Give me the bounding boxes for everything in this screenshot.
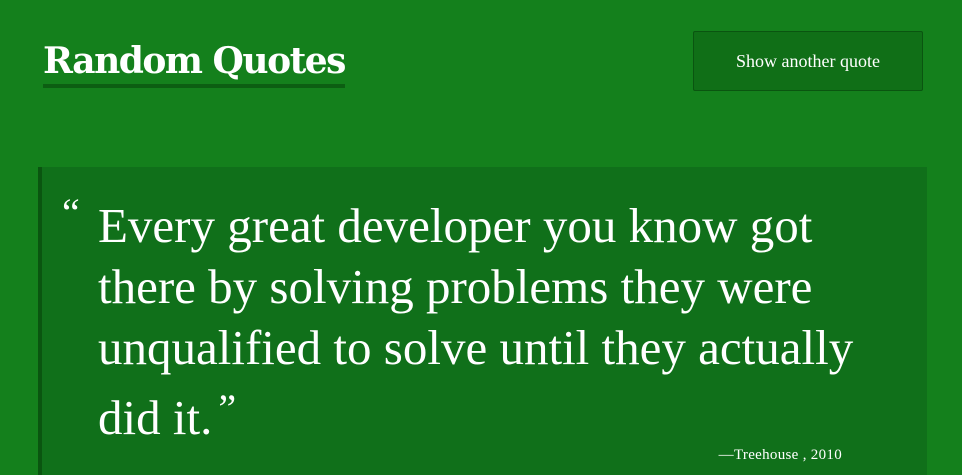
quote-text-block: Every great developer you know got there… xyxy=(98,195,918,448)
attribution-separator: , xyxy=(798,447,811,463)
open-quote-mark: “ xyxy=(62,190,80,235)
quote-attribution: —Treehouse , 2010 xyxy=(719,447,842,464)
show-another-quote-button[interactable]: Show another quote xyxy=(693,31,923,91)
attribution-dash: — xyxy=(718,447,734,463)
quote-text: Every great developer you know got there… xyxy=(98,198,854,445)
close-quote-mark: ” xyxy=(218,386,237,431)
quote-box: “ Every great developer you know got the… xyxy=(38,167,927,475)
quote-year: 2010 xyxy=(810,447,842,463)
quote-source: Treehouse xyxy=(733,447,799,463)
page-title: Random Quotes xyxy=(43,38,346,88)
